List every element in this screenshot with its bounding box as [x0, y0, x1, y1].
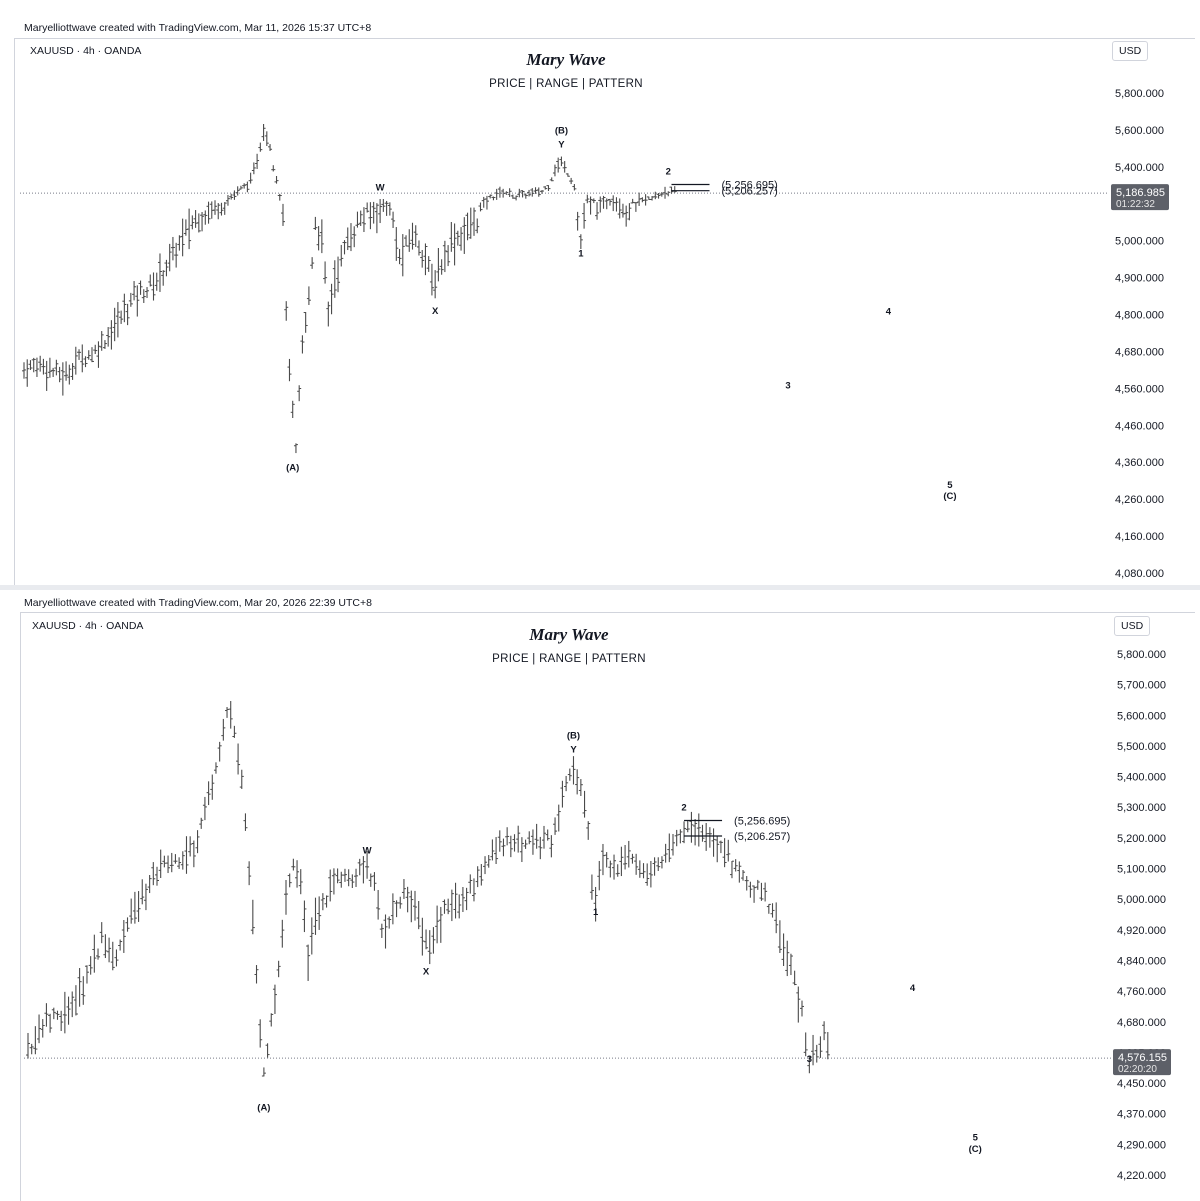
symbol-label: XAUUSD · 4h · OANDA: [30, 45, 142, 57]
current-price-badge: [1111, 184, 1169, 211]
chart-subtitle: PRICE | RANGE | PATTERN: [489, 78, 643, 90]
wave-label: (A): [257, 1102, 270, 1113]
y-tick-label: 4,370.000: [1117, 1109, 1166, 1121]
y-tick-label: 5,100.000: [1117, 864, 1166, 876]
current-price-label: 5,186.985: [1116, 187, 1165, 199]
wave-label: 2: [681, 803, 686, 814]
wave-label: 4: [886, 307, 892, 318]
y-tick-label: 4,680.000: [1115, 346, 1164, 358]
wave-label: 2: [666, 167, 671, 178]
countdown-label: 01:22:32: [1116, 199, 1155, 210]
y-tick-label: 5,600.000: [1115, 125, 1164, 137]
y-tick-label: 4,220.000: [1117, 1170, 1166, 1182]
y-tick-label: 4,680.000: [1117, 1017, 1166, 1029]
y-tick-label: 5,600.000: [1117, 710, 1166, 722]
y-tick-label: 4,460.000: [1115, 420, 1164, 432]
chart-panel-bottom: Maryelliottwave created with TradingView…: [0, 590, 1200, 1201]
level-label: (5,256.695): [722, 179, 778, 191]
wave-label: (A): [286, 463, 299, 474]
y-tick-label: 5,800.000: [1115, 88, 1164, 100]
y-tick-label: 4,800.000: [1115, 310, 1164, 322]
wave-label: Y: [558, 139, 565, 150]
wave-label: (C): [943, 491, 956, 502]
level-label: (5,206.257): [722, 186, 778, 198]
y-tick-label: 4,760.000: [1117, 986, 1166, 998]
y-tick-label: 4,360.000: [1115, 457, 1164, 469]
wave-label: 5: [973, 1133, 979, 1144]
current-price-badge: [1113, 1049, 1171, 1076]
wave-label: W: [376, 183, 385, 194]
y-tick-label: 4,160.000: [1115, 531, 1164, 543]
chart-panel-top: Maryelliottwave created with TradingView…: [0, 0, 1200, 586]
currency-button[interactable]: USD: [1112, 41, 1149, 61]
y-tick-label: 5,000.000: [1117, 894, 1166, 906]
y-tick-label: 4,900.000: [1115, 273, 1164, 285]
y-tick-label: 4,450.000: [1117, 1078, 1166, 1090]
y-tick-label: 4,290.000: [1117, 1139, 1166, 1151]
y-tick-label: 5,200.000: [1117, 833, 1166, 845]
chart-frame: [20, 612, 1195, 1201]
wave-label: 1: [593, 907, 599, 918]
level-label: (5,256.695): [734, 816, 790, 828]
price-chart-top[interactable]: 5,800.0005,600.0005,400.0005,100.0005,00…: [0, 0, 1200, 585]
price-chart-bottom[interactable]: 5,800.000 5,700.000 5,600.000 5,500.000 5,40…: [0, 590, 1200, 1200]
wave-label: (C): [969, 1144, 982, 1155]
wave-label: (B): [555, 125, 568, 136]
y-tick-label: 5,300.000: [1117, 802, 1166, 814]
wave-label: 3: [785, 380, 790, 391]
panel-divider: [0, 585, 1200, 590]
y-tick-label: 5,400.000: [1117, 772, 1166, 784]
attribution-text: Maryelliottwave created with TradingView…: [24, 22, 372, 34]
y-tick-label: 5,400.000: [1115, 162, 1164, 174]
chart-title: Mary Wave: [526, 50, 606, 69]
wave-label: (B): [567, 730, 580, 741]
wave-label: W: [363, 845, 372, 856]
wave-label: 4: [910, 983, 916, 994]
level-label: (5,206.257): [734, 831, 790, 843]
y-tick-label: 4,260.000: [1115, 494, 1164, 506]
wave-label: Y: [570, 744, 577, 755]
y-tick-label: 5,000.000: [1115, 236, 1164, 248]
y-tick-label: 5,800.000: [1117, 649, 1166, 661]
y-tick-label: 5,700.000: [1117, 680, 1166, 692]
y-tick-label: 4,920.000: [1117, 925, 1166, 937]
wave-label: 3: [807, 1054, 812, 1065]
y-tick-label: 4,840.000: [1117, 955, 1166, 967]
chart-title: Mary Wave: [529, 625, 609, 644]
wave-label: X: [432, 306, 439, 317]
currency-button[interactable]: USD: [1114, 616, 1151, 636]
chart-subtitle: PRICE | RANGE | PATTERN: [492, 653, 646, 665]
countdown-label: 02:20:20: [1118, 1064, 1157, 1075]
current-price-label: 4,576.155: [1118, 1052, 1167, 1064]
attribution-text: Maryelliottwave created with TradingView…: [24, 597, 372, 609]
y-tick-label: 4,080.000: [1115, 568, 1164, 580]
y-tick-label: 4,560.000: [1115, 383, 1164, 395]
y-tick-label: 5,500.000: [1117, 741, 1166, 753]
wave-label: 5: [947, 480, 953, 491]
wave-label: X: [423, 966, 430, 977]
chart-frame: [14, 38, 1195, 586]
wave-label: 1: [578, 248, 584, 259]
symbol-label: XAUUSD · 4h · OANDA: [32, 620, 144, 632]
